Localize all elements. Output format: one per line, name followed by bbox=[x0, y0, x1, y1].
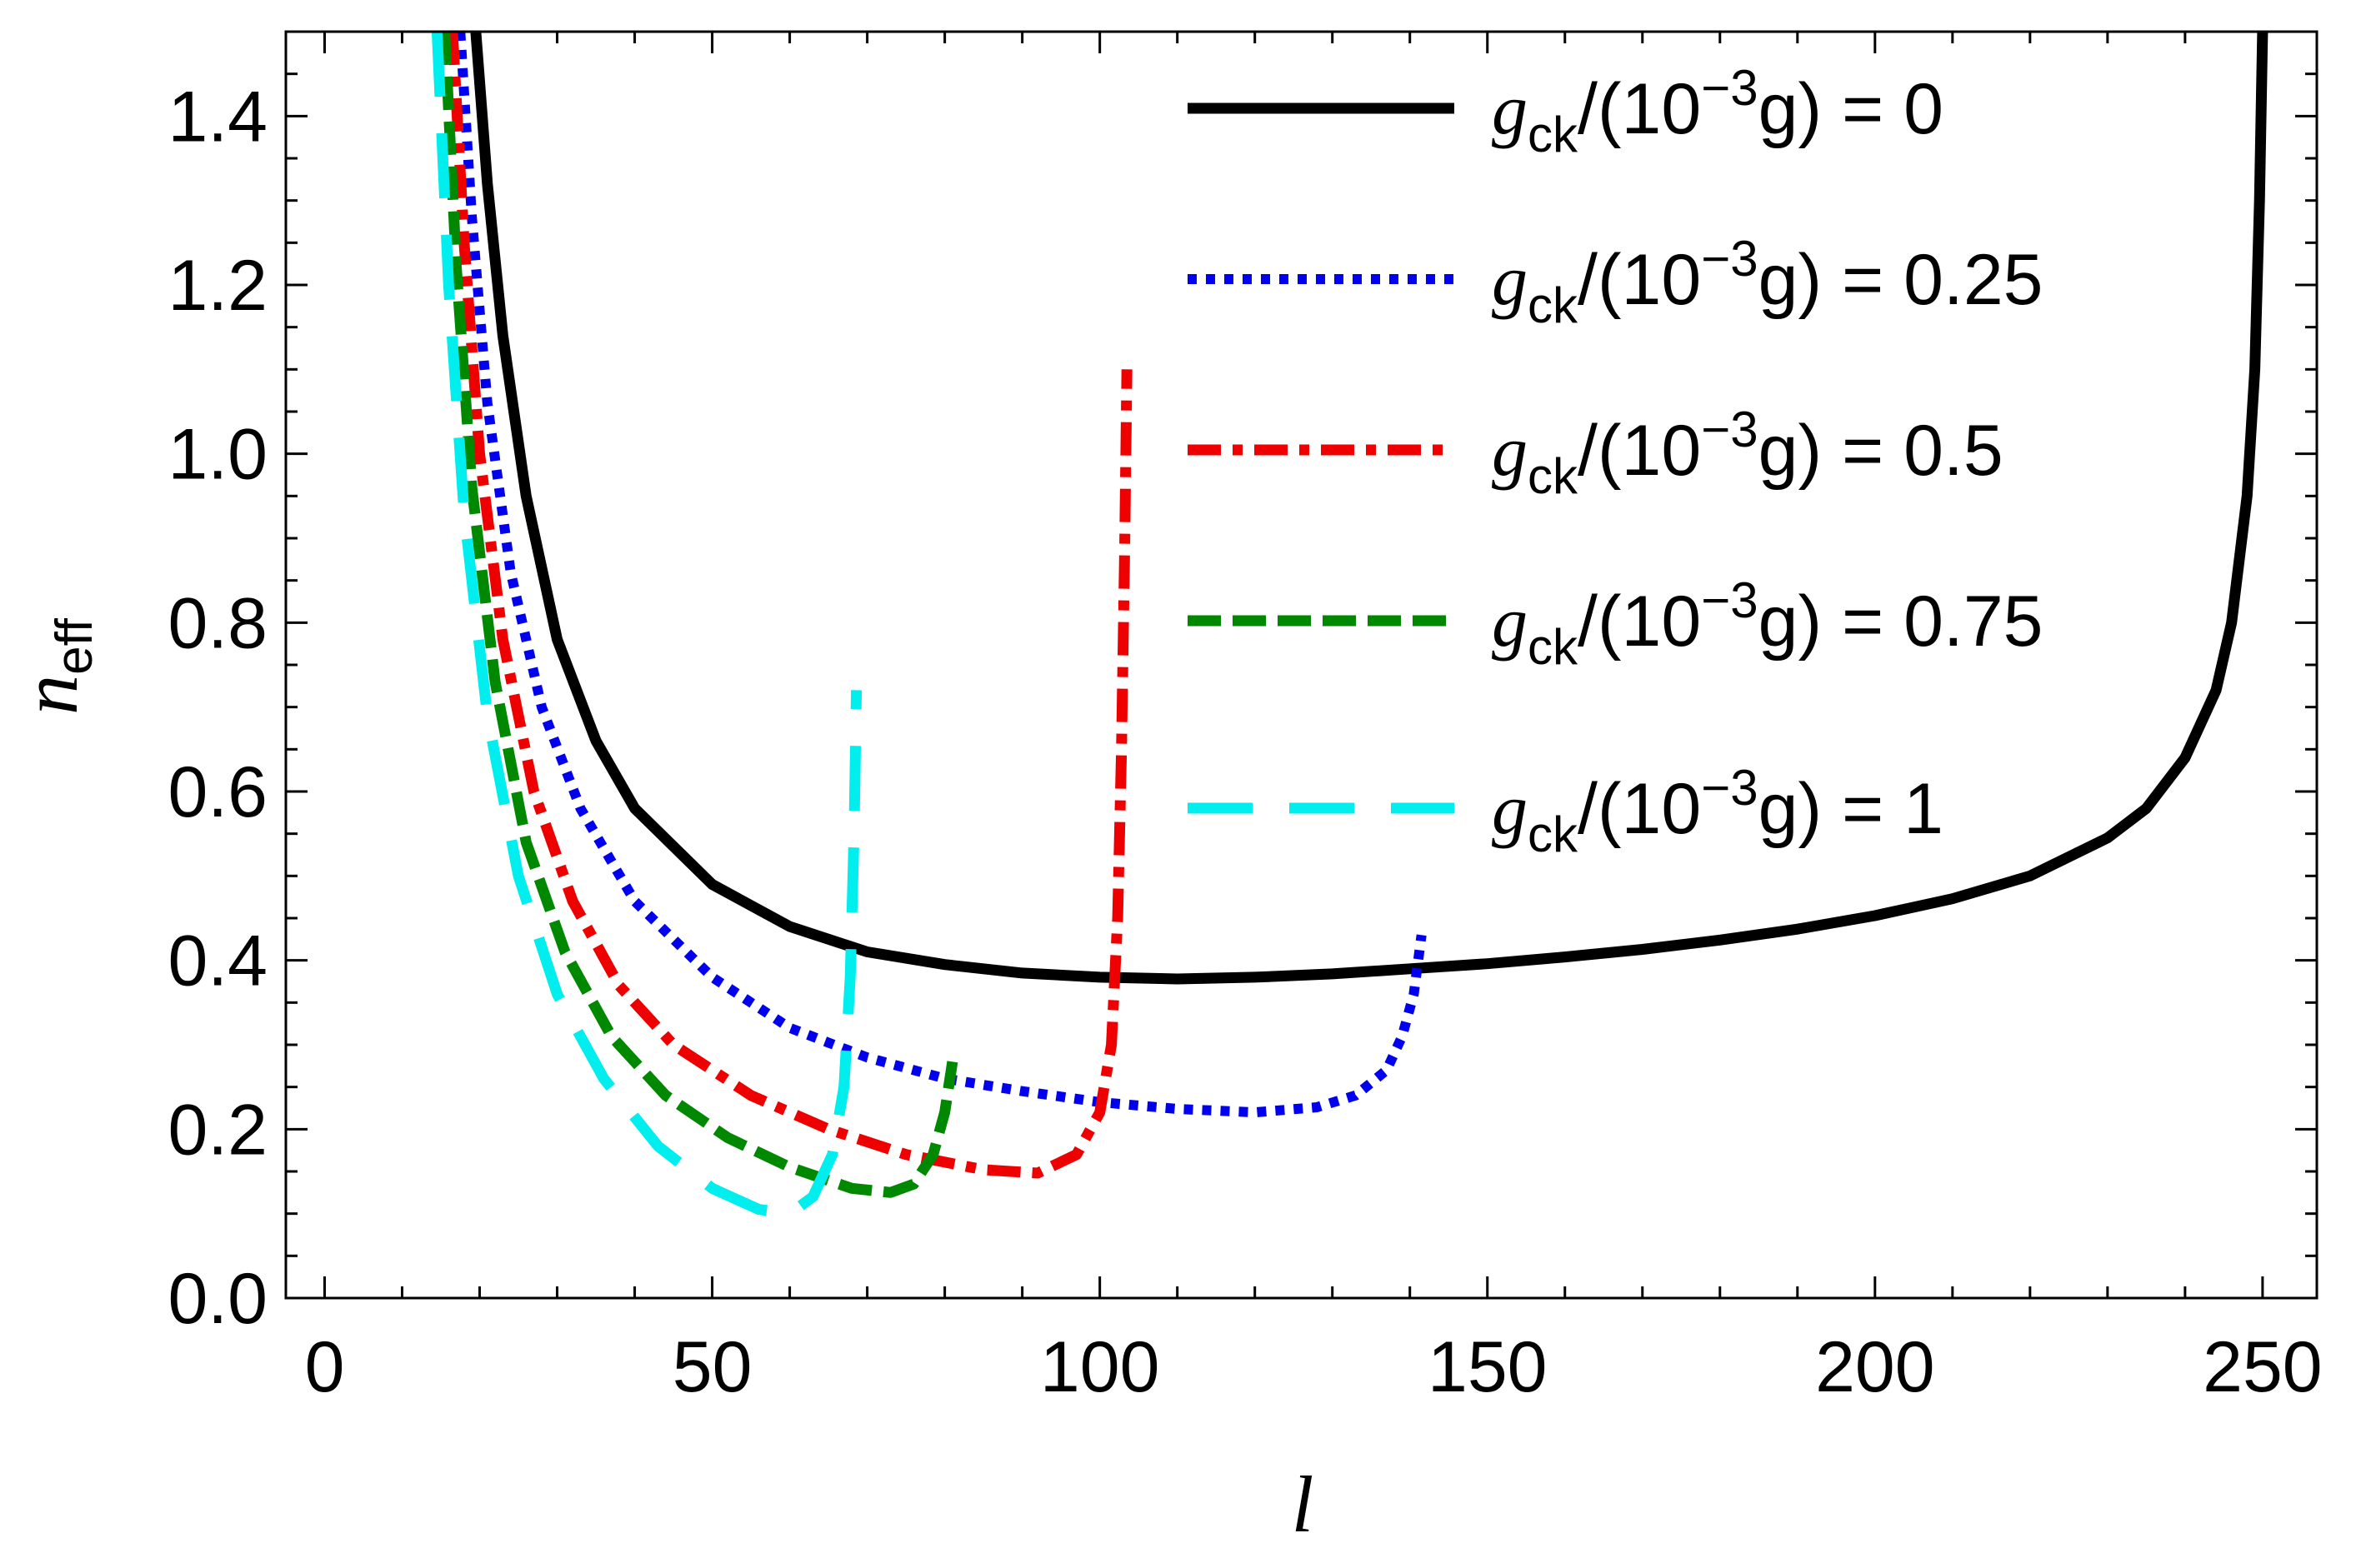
legend-label: gck/(10−3g) = 0.5 bbox=[1492, 402, 2003, 504]
legend-label-part: g bbox=[1492, 240, 1528, 320]
y-tick-label: 0.6 bbox=[168, 752, 268, 832]
legend-label: gck/(10−3g) = 0.75 bbox=[1492, 572, 2043, 675]
y-tick-label: 0.8 bbox=[168, 583, 268, 663]
y-tick-label: 1.4 bbox=[168, 77, 268, 157]
legend-label-part: g) = 1 bbox=[1758, 769, 1943, 849]
legend-label-part: /(10 bbox=[1578, 240, 1701, 320]
y-axis-title-sub: eff bbox=[46, 617, 103, 675]
legend-label-part: g bbox=[1492, 411, 1528, 491]
legend-label: gck/(10−3g) = 0.25 bbox=[1492, 231, 2043, 333]
x-tick-label: 100 bbox=[1040, 1327, 1160, 1407]
legend-entry-1: gck/(10−3g) = 0.25 bbox=[1188, 231, 2043, 333]
x-tick-label: 250 bbox=[2203, 1327, 2323, 1407]
legend-label-part: g) = 0 bbox=[1758, 69, 1943, 149]
y-tick-label: 0.2 bbox=[168, 1090, 268, 1170]
legend-label-part: g bbox=[1492, 582, 1528, 662]
series-line-2 bbox=[447, 32, 1133, 1179]
legend-label-part: −3 bbox=[1701, 760, 1758, 816]
legend-label: gck/(10−3g) = 1 bbox=[1492, 760, 1943, 862]
legend-label-part: /(10 bbox=[1578, 69, 1701, 149]
ticks-layer bbox=[286, 32, 2317, 1300]
legend-label-part: ck bbox=[1528, 619, 1578, 675]
legend-label: gck/(10−3g) = 0 bbox=[1492, 60, 1943, 162]
legend-label-part: ck bbox=[1528, 448, 1578, 504]
legend-entry-4: gck/(10−3g) = 1 bbox=[1188, 760, 1943, 862]
legend-label-part: g) = 0.5 bbox=[1758, 411, 2003, 491]
legend-label-part: −3 bbox=[1701, 402, 1758, 457]
series-layer bbox=[431, 32, 2268, 1220]
series-line-1 bbox=[455, 32, 1427, 1118]
y-tick-label: 1.2 bbox=[168, 246, 268, 326]
y-axis-title: neff bbox=[5, 617, 103, 715]
x-tick-label: 50 bbox=[673, 1327, 753, 1407]
legend-entry-0: gck/(10−3g) = 0 bbox=[1188, 60, 1943, 162]
tick-labels: 0 50 100 150 200 250 0.0 0.2 0.4 0.6 0.8 1.0 1.2 1.4 bbox=[168, 77, 2322, 1407]
legend-label-part: g bbox=[1492, 69, 1528, 149]
series-line-0 bbox=[470, 32, 2268, 985]
legend-entry-3: gck/(10−3g) = 0.75 bbox=[1188, 572, 2043, 675]
legend-label-part: −3 bbox=[1701, 60, 1758, 116]
legend-label-part: /(10 bbox=[1578, 582, 1701, 662]
x-tick-label: 150 bbox=[1428, 1327, 1548, 1407]
legend-label-part: −3 bbox=[1701, 572, 1758, 628]
legend-label-part: g) = 0.75 bbox=[1758, 582, 2043, 662]
series-line-4 bbox=[431, 32, 863, 1220]
x-tick-label: 200 bbox=[1815, 1327, 1935, 1407]
x-tick-label: 0 bbox=[305, 1327, 345, 1407]
legend-label-part: ck bbox=[1528, 806, 1578, 862]
legend-label-part: g bbox=[1492, 769, 1528, 849]
legend-entry-2: gck/(10−3g) = 0.5 bbox=[1188, 402, 2003, 504]
legend-label-part: −3 bbox=[1701, 231, 1758, 287]
series-line-3 bbox=[439, 32, 958, 1198]
legend-label-part: /(10 bbox=[1578, 769, 1701, 849]
x-axis-title: l bbox=[1292, 1460, 1314, 1549]
legend-label-part: /(10 bbox=[1578, 411, 1701, 491]
y-tick-label: 0.0 bbox=[168, 1259, 268, 1339]
y-tick-label: 0.4 bbox=[168, 921, 268, 1001]
legend-label-part: ck bbox=[1528, 107, 1578, 162]
legend-label-part: ck bbox=[1528, 277, 1578, 333]
legend-label-part: g) = 0.25 bbox=[1758, 240, 2043, 320]
y-axis-title-main: n bbox=[5, 675, 94, 715]
y-tick-label: 1.0 bbox=[168, 415, 268, 495]
